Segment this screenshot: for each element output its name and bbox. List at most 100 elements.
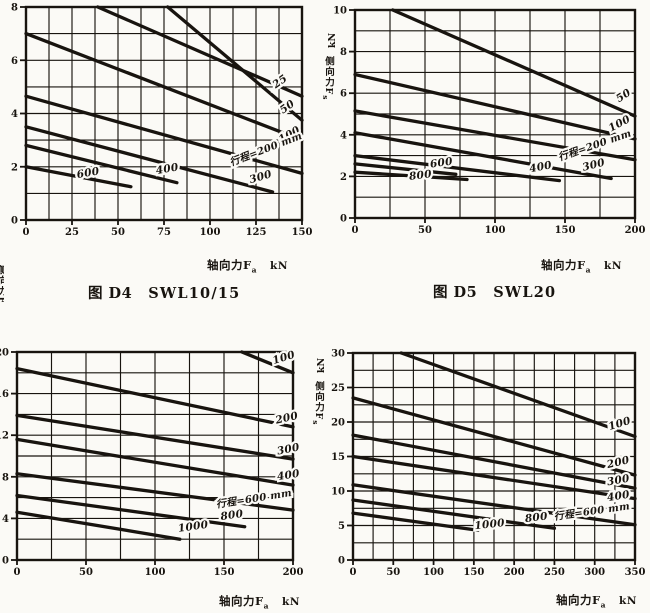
series-line-100 xyxy=(24,31,304,142)
y-tick-label: 6 xyxy=(11,56,18,67)
y-axis-unit-bottom-right: kN xyxy=(316,357,328,374)
x-tick-label: 50 xyxy=(111,227,125,238)
series-line-600 xyxy=(353,162,458,176)
x-axis-text: 轴向力F xyxy=(219,594,264,608)
chart-BL: 050100150200048121620100200300400行程=600 … xyxy=(0,346,303,578)
x-tick-label: 150 xyxy=(463,567,484,578)
y-tick-label: 25 xyxy=(331,383,345,394)
x-axis-unit: kN xyxy=(270,260,288,272)
figure-model-d5: SWL20 xyxy=(493,284,557,301)
x-axis-sub: a xyxy=(263,601,270,611)
series-line-400 xyxy=(351,454,637,501)
y-axis-title-bottom-right: 侧向力Fs xyxy=(311,381,325,425)
series-label-800: 800 xyxy=(524,510,549,525)
y-axis-title-clipped: 侧向力Fs xyxy=(0,265,4,309)
x-tick-label: 350 xyxy=(625,567,646,578)
series-line-300 xyxy=(353,131,613,181)
x-tick-label: 300 xyxy=(584,567,605,578)
figure-number-d4: 图 D4 xyxy=(88,285,133,302)
x-tick-label: 50 xyxy=(418,225,432,236)
series-line-50 xyxy=(166,5,304,122)
y-tick-label: 0 xyxy=(2,556,9,567)
series-label-600: 600 xyxy=(429,155,454,170)
x-axis-unit: kN xyxy=(282,596,300,608)
x-axis-unit: kN xyxy=(604,260,622,272)
figure-number-d5: 图 D5 xyxy=(433,284,478,301)
figure-model-d4: SWL10/15 xyxy=(148,285,241,302)
y-tick-label: 2 xyxy=(11,162,18,173)
y-tick-label: 0 xyxy=(340,214,347,225)
y-tick-label: 20 xyxy=(331,418,345,429)
y-tick-label: 20 xyxy=(0,348,9,359)
y-tick-label: 10 xyxy=(331,487,345,498)
y-tick-label: 8 xyxy=(340,47,347,58)
series-label-1000: 1000 xyxy=(474,517,506,532)
series-line-50 xyxy=(391,8,637,118)
series-line-1000 xyxy=(15,510,182,541)
y-axis-sub: s xyxy=(0,304,4,310)
y-tick-label: 8 xyxy=(11,3,18,14)
x-tick-label: 0 xyxy=(14,567,21,578)
series-line-200mm xyxy=(24,94,304,176)
series-line-100 xyxy=(353,72,637,141)
series-line-400 xyxy=(24,143,179,185)
chart-BR: 0 50 100 150 200 250 300 3500510152025301002003… xyxy=(331,349,645,579)
y-tick-label: 16 xyxy=(0,389,9,400)
x-tick-label: 50 xyxy=(79,567,93,578)
x-tick-label: 150 xyxy=(292,227,313,238)
x-axis-text: 轴向力F xyxy=(541,258,586,272)
y-tick-label: 0 xyxy=(338,556,345,567)
series-line-300 xyxy=(351,433,637,490)
y-axis-text: 侧向力F xyxy=(323,56,334,96)
x-tick-label: 150 xyxy=(214,567,235,578)
x-axis-title-d4: 轴向力Fa kN xyxy=(207,257,288,274)
y-tick-label: 10 xyxy=(333,6,347,17)
y-tick-label: 0 xyxy=(11,216,18,227)
series-label-800: 800 xyxy=(408,168,433,183)
y-tick-label: 5 xyxy=(338,521,345,532)
y-axis-sub: s xyxy=(311,420,321,426)
x-axis-unit: kN xyxy=(619,595,637,607)
series-line-800 xyxy=(15,493,247,529)
series-line-800 xyxy=(351,498,557,530)
series-line-100 xyxy=(240,350,295,375)
y-tick-label: 4 xyxy=(11,109,18,120)
x-tick-label: 50 xyxy=(386,567,400,578)
series-line-600mm xyxy=(351,483,637,527)
x-tick-label: 100 xyxy=(485,225,506,236)
y-tick-label: 15 xyxy=(331,452,345,463)
y-tick-label: 4 xyxy=(2,514,9,525)
x-axis-text: 轴向力F xyxy=(556,593,601,607)
y-tick-label: 6 xyxy=(340,89,347,100)
x-tick-label: 150 xyxy=(555,225,576,236)
x-tick-label: 0 xyxy=(350,567,357,578)
series-line-200 xyxy=(15,366,295,429)
x-tick-label: 0 xyxy=(352,225,359,236)
y-tick-label: 30 xyxy=(331,349,345,360)
figure-caption-d4: 图 D4 SWL10/15 xyxy=(88,282,240,303)
x-tick-label: 75 xyxy=(157,227,171,238)
series-label-50: 50 xyxy=(614,86,634,105)
series-line-200mm xyxy=(353,109,637,162)
series-label-400: 400 xyxy=(528,159,553,175)
y-tick-label: 2 xyxy=(340,172,347,183)
x-tick-label: 200 xyxy=(504,567,525,578)
series-line-400 xyxy=(15,437,295,487)
series-line-300 xyxy=(24,125,275,194)
series-label-400: 400 xyxy=(276,468,301,483)
x-axis-title-d5: 轴向力Fa kN xyxy=(541,257,622,274)
series-line-300 xyxy=(15,413,295,461)
series-line-400 xyxy=(353,153,562,183)
y-axis-sub: s xyxy=(321,95,331,101)
x-tick-label: 25 xyxy=(65,227,79,238)
series-label-1000: 1000 xyxy=(177,519,209,535)
series-line-600mm xyxy=(15,472,295,512)
series-label-300: 300 xyxy=(276,441,301,457)
x-axis-text: 轴向力F xyxy=(207,258,252,272)
y-axis-text: 侧向力F xyxy=(0,265,4,305)
x-axis-title-bottom-left: 轴向力Fa kN xyxy=(219,593,300,610)
